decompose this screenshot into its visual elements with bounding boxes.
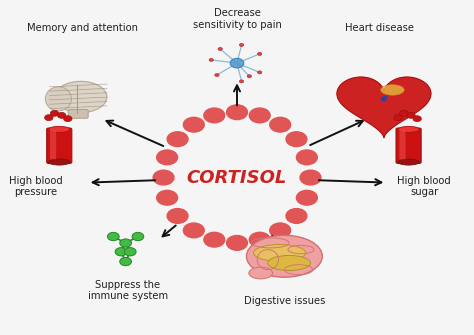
Circle shape	[249, 232, 270, 247]
FancyBboxPatch shape	[46, 128, 72, 163]
Text: Decrease
sensitivity to pain: Decrease sensitivity to pain	[192, 8, 282, 30]
Circle shape	[153, 170, 174, 185]
Text: Digestive issues: Digestive issues	[244, 296, 325, 307]
Circle shape	[227, 105, 247, 120]
Circle shape	[257, 71, 262, 74]
Circle shape	[157, 190, 178, 205]
Ellipse shape	[398, 159, 419, 165]
Circle shape	[57, 112, 66, 118]
Circle shape	[218, 48, 222, 51]
Circle shape	[115, 248, 127, 256]
Circle shape	[108, 232, 119, 241]
Circle shape	[215, 73, 219, 77]
Ellipse shape	[46, 87, 72, 111]
Circle shape	[286, 209, 307, 223]
Ellipse shape	[268, 256, 310, 271]
Circle shape	[270, 117, 291, 132]
Text: High blood
sugar: High blood sugar	[397, 176, 451, 197]
Circle shape	[239, 80, 244, 83]
Circle shape	[407, 112, 415, 118]
Circle shape	[413, 116, 421, 122]
Circle shape	[124, 248, 136, 256]
Circle shape	[239, 44, 244, 47]
Ellipse shape	[254, 245, 306, 261]
Ellipse shape	[398, 126, 419, 132]
Circle shape	[296, 190, 317, 205]
Text: Suppress the
immune system: Suppress the immune system	[88, 280, 168, 301]
Circle shape	[157, 150, 178, 165]
Ellipse shape	[249, 267, 273, 279]
Circle shape	[270, 223, 291, 238]
Circle shape	[50, 110, 59, 116]
Circle shape	[45, 115, 53, 121]
Circle shape	[132, 232, 144, 241]
Circle shape	[394, 115, 402, 121]
Polygon shape	[337, 77, 431, 137]
Circle shape	[209, 58, 213, 61]
Circle shape	[286, 132, 307, 146]
Circle shape	[204, 232, 225, 247]
Ellipse shape	[48, 126, 70, 132]
FancyBboxPatch shape	[50, 130, 56, 159]
FancyBboxPatch shape	[68, 110, 88, 118]
Circle shape	[183, 223, 204, 238]
Circle shape	[230, 58, 244, 68]
FancyBboxPatch shape	[399, 130, 405, 159]
Ellipse shape	[381, 85, 404, 95]
Circle shape	[120, 239, 131, 247]
Text: Heart disease: Heart disease	[345, 23, 414, 34]
Circle shape	[167, 132, 188, 146]
Circle shape	[247, 75, 252, 78]
Circle shape	[257, 52, 262, 55]
Circle shape	[183, 117, 204, 132]
Circle shape	[296, 150, 317, 165]
Ellipse shape	[48, 159, 70, 165]
Text: Memory and attention: Memory and attention	[27, 23, 138, 34]
Ellipse shape	[246, 235, 322, 277]
Circle shape	[400, 110, 408, 116]
Circle shape	[204, 108, 225, 123]
FancyBboxPatch shape	[396, 128, 421, 163]
Text: High blood
pressure: High blood pressure	[9, 176, 63, 197]
Circle shape	[167, 209, 188, 223]
Ellipse shape	[55, 81, 107, 113]
Circle shape	[64, 116, 72, 122]
Circle shape	[120, 257, 131, 266]
Circle shape	[227, 236, 247, 250]
Circle shape	[249, 108, 270, 123]
Text: CORTISOL: CORTISOL	[187, 169, 287, 187]
Circle shape	[300, 170, 321, 185]
